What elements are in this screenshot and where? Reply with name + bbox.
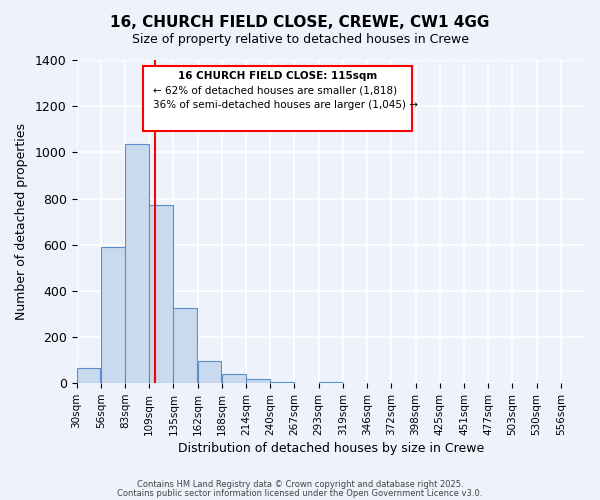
Text: Size of property relative to detached houses in Crewe: Size of property relative to detached ho… <box>131 32 469 46</box>
Text: 16 CHURCH FIELD CLOSE: 115sqm: 16 CHURCH FIELD CLOSE: 115sqm <box>178 72 377 82</box>
Bar <box>125 144 149 383</box>
Bar <box>270 382 294 383</box>
Text: ← 62% of detached houses are smaller (1,818): ← 62% of detached houses are smaller (1,… <box>153 86 397 96</box>
Text: Contains HM Land Registry data © Crown copyright and database right 2025.: Contains HM Land Registry data © Crown c… <box>137 480 463 489</box>
Text: 36% of semi-detached houses are larger (1,045) →: 36% of semi-detached houses are larger (… <box>153 100 418 110</box>
Bar <box>77 368 100 383</box>
Bar <box>149 206 173 383</box>
FancyBboxPatch shape <box>143 66 412 131</box>
Bar <box>173 308 197 383</box>
Bar <box>222 374 245 383</box>
Bar <box>319 382 343 383</box>
Bar <box>101 247 125 383</box>
Text: Contains public sector information licensed under the Open Government Licence v3: Contains public sector information licen… <box>118 488 482 498</box>
Bar <box>197 362 221 383</box>
Text: 16, CHURCH FIELD CLOSE, CREWE, CW1 4GG: 16, CHURCH FIELD CLOSE, CREWE, CW1 4GG <box>110 15 490 30</box>
Y-axis label: Number of detached properties: Number of detached properties <box>15 123 28 320</box>
X-axis label: Distribution of detached houses by size in Crewe: Distribution of detached houses by size … <box>178 442 484 455</box>
Bar <box>246 379 270 383</box>
